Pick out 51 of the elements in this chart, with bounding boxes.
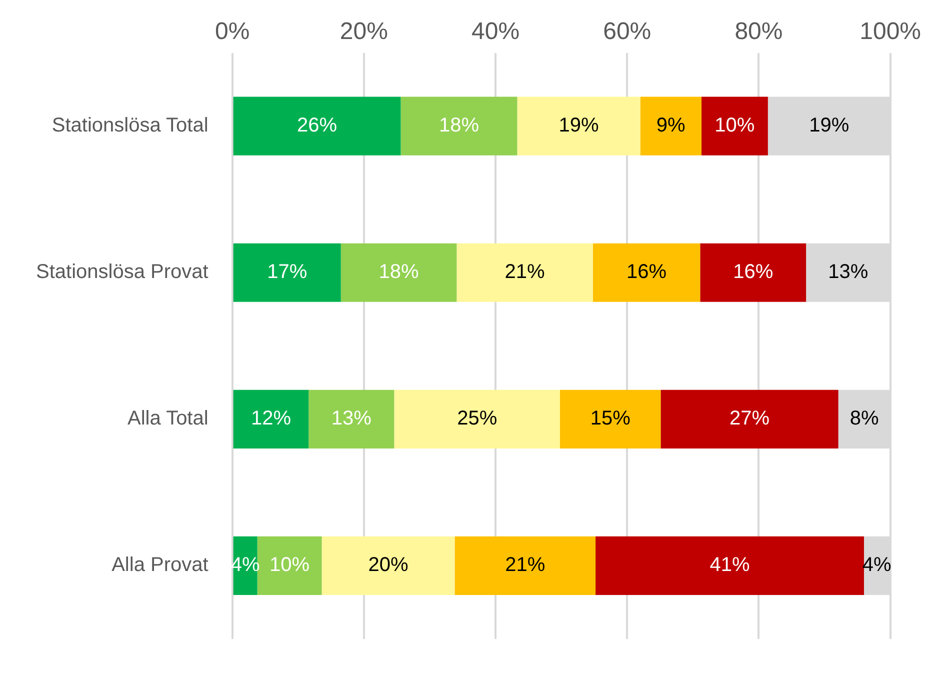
data-label: 13% <box>331 408 372 430</box>
data-label: 16% <box>626 261 667 284</box>
bar <box>560 390 661 448</box>
x-tick-label: 100% <box>860 18 922 46</box>
data-label: 25% <box>457 408 498 430</box>
bar <box>660 390 838 448</box>
bar <box>340 243 457 302</box>
bar <box>322 536 455 596</box>
data-label: 18% <box>378 261 420 284</box>
data-label: 8% <box>850 408 879 430</box>
bar <box>701 96 768 156</box>
bar <box>400 96 518 156</box>
bar <box>394 390 560 448</box>
x-tick-label: 0% <box>214 18 250 46</box>
data-label: 16% <box>733 261 774 284</box>
bar <box>257 536 322 596</box>
y-tick-label: Alla Provat <box>112 554 209 576</box>
x-tick-label: 80% <box>734 18 783 46</box>
bar <box>233 96 401 156</box>
x-tick-label: 60% <box>603 18 652 46</box>
data-label: 12% <box>250 408 292 430</box>
data-label: 41% <box>710 554 750 576</box>
bar <box>308 390 394 448</box>
y-tick-label: Alla Total <box>128 408 208 430</box>
bar <box>592 243 700 302</box>
y-tick-label: Stationslösa Provat <box>36 261 209 284</box>
data-label: 26% <box>297 114 338 137</box>
x-tick-label: 40% <box>471 18 520 46</box>
data-label: 21% <box>504 261 546 284</box>
data-label: 21% <box>505 554 546 576</box>
bar <box>456 243 593 302</box>
data-label: 9% <box>656 114 686 137</box>
data-label: 27% <box>729 408 770 430</box>
data-label: 10% <box>270 554 310 576</box>
data-label: 20% <box>368 554 408 576</box>
x-tick-label: 20% <box>340 18 388 46</box>
data-label: 13% <box>828 261 868 284</box>
data-label: 19% <box>809 114 850 137</box>
bar <box>517 96 640 156</box>
bar <box>233 390 309 448</box>
bar <box>700 243 806 302</box>
bar <box>640 96 702 156</box>
data-label: 17% <box>267 261 308 284</box>
data-label: 15% <box>590 408 631 430</box>
bar <box>233 243 341 302</box>
bar <box>454 536 596 596</box>
y-tick-label: Stationslösa Total <box>52 114 208 137</box>
data-label: 18% <box>438 114 480 137</box>
data-label: 10% <box>714 114 755 137</box>
bar <box>596 536 864 596</box>
data-label: 19% <box>558 114 599 137</box>
